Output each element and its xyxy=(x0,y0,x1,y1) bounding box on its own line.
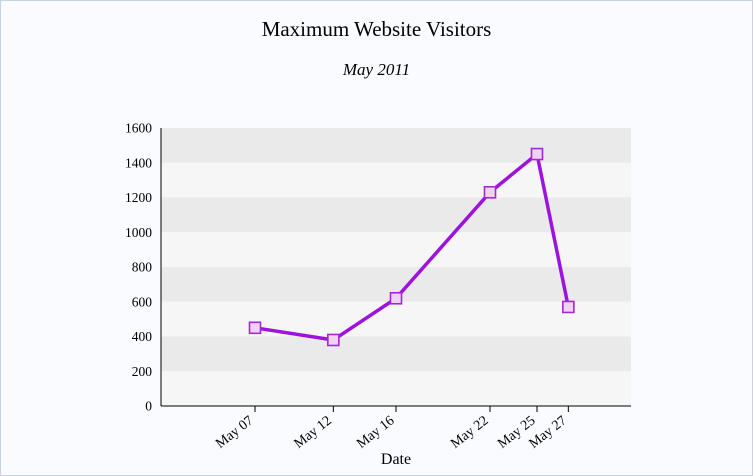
line-chart: 0 200 400 600 800 1000 1200 1400 1600 May 07 May 1… xyxy=(125,121,631,468)
data-point-marker xyxy=(327,333,340,347)
x-tick-label: May 12 xyxy=(292,413,335,451)
plot-band xyxy=(161,197,631,233)
y-tick-label: 1000 xyxy=(125,225,152,240)
plot-band xyxy=(161,128,631,163)
y-tick-label: 0 xyxy=(145,399,152,414)
y-tick-label: 1600 xyxy=(125,121,152,136)
data-point-marker xyxy=(562,300,575,314)
data-point-marker xyxy=(530,147,544,161)
x-tick-label: May 07 xyxy=(213,413,256,451)
data-point-marker xyxy=(248,321,262,335)
y-tick-label: 800 xyxy=(132,260,153,275)
x-axis-title: Date xyxy=(381,451,411,468)
data-point-marker xyxy=(483,185,497,199)
y-tick-label: 1400 xyxy=(125,155,152,170)
y-tick-label: 600 xyxy=(132,294,153,309)
x-tick-label: May 22 xyxy=(448,413,491,451)
x-tick-label: May 16 xyxy=(354,413,397,451)
plot-band xyxy=(161,301,631,337)
y-tick-label: 1200 xyxy=(125,190,152,205)
chart-subtitle: May 2011 xyxy=(342,60,411,79)
y-tick-label: 200 xyxy=(132,364,153,379)
plot-band xyxy=(161,336,631,372)
plot-band xyxy=(161,162,631,198)
chart-title: Maximum Website Visitors xyxy=(261,17,492,41)
data-point-marker xyxy=(389,291,403,305)
data-line xyxy=(253,152,571,342)
plot-band xyxy=(161,371,631,406)
y-tick-label: 400 xyxy=(132,329,153,344)
